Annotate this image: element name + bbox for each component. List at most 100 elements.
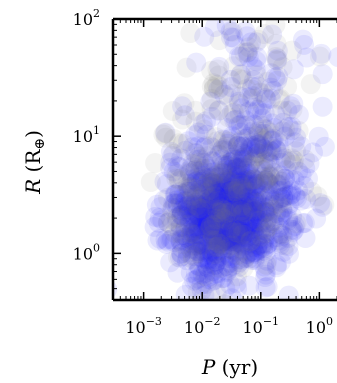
data-point-1176 bbox=[214, 200, 235, 221]
data-point-522 bbox=[198, 217, 219, 238]
data-point-245 bbox=[208, 210, 229, 231]
data-point-1265 bbox=[178, 178, 199, 199]
data-point-157 bbox=[203, 207, 223, 228]
data-point-1371 bbox=[283, 59, 304, 80]
data-point-280 bbox=[174, 227, 195, 248]
data-point-42 bbox=[227, 204, 248, 225]
data-point-139 bbox=[217, 215, 238, 236]
data-point-731 bbox=[267, 180, 288, 201]
data-point-64 bbox=[211, 185, 232, 205]
data-point-766 bbox=[259, 152, 280, 173]
data-point-641 bbox=[148, 212, 169, 233]
data-point-817 bbox=[246, 173, 267, 194]
data-point-389 bbox=[200, 162, 221, 183]
data-point-662 bbox=[244, 226, 265, 247]
data-point-465 bbox=[193, 189, 214, 210]
data-point-291 bbox=[239, 242, 260, 263]
data-point-392 bbox=[192, 219, 213, 240]
data-point-74 bbox=[182, 222, 203, 243]
data-point-340 bbox=[190, 149, 211, 170]
data-point-1402 bbox=[212, 199, 232, 220]
data-point-1210 bbox=[200, 136, 221, 157]
data-point-395 bbox=[233, 235, 254, 256]
data-point-557 bbox=[269, 232, 290, 253]
data-point-1422 bbox=[272, 57, 293, 78]
data-point-621 bbox=[185, 125, 206, 146]
data-point-728 bbox=[273, 187, 294, 208]
data-point-802 bbox=[257, 234, 278, 255]
data-point-371 bbox=[198, 250, 218, 271]
data-point-744 bbox=[254, 180, 275, 201]
data-point-1293 bbox=[237, 187, 258, 208]
data-point-1013 bbox=[256, 250, 277, 271]
data-point-549 bbox=[219, 213, 240, 233]
data-point-1445 bbox=[265, 19, 286, 35]
data-point-973 bbox=[210, 185, 231, 206]
data-point-669 bbox=[202, 137, 222, 158]
data-point-1237 bbox=[205, 127, 226, 148]
data-point-1054 bbox=[267, 174, 288, 195]
data-point-867 bbox=[238, 215, 259, 235]
data-point-226 bbox=[177, 206, 197, 227]
data-point-258 bbox=[205, 202, 226, 223]
data-point-515 bbox=[215, 278, 236, 299]
data-point-661 bbox=[204, 264, 224, 285]
data-point-830 bbox=[195, 155, 216, 176]
data-point-165 bbox=[205, 165, 226, 186]
data-point-1185 bbox=[260, 166, 281, 187]
data-point-320 bbox=[219, 242, 240, 263]
data-point-1447 bbox=[246, 65, 267, 86]
data-point-1226 bbox=[295, 149, 316, 170]
data-point-445 bbox=[204, 193, 225, 214]
data-point-1431 bbox=[201, 99, 222, 119]
data-point-174 bbox=[203, 194, 224, 215]
data-point-1317 bbox=[246, 32, 267, 53]
data-point-456 bbox=[218, 171, 239, 192]
data-point-244 bbox=[198, 269, 219, 290]
data-point-1292 bbox=[255, 87, 276, 108]
data-point-442 bbox=[211, 195, 232, 216]
data-point-962 bbox=[209, 145, 229, 166]
data-point-555 bbox=[203, 180, 224, 201]
data-point-1373 bbox=[308, 126, 329, 147]
data-point-95 bbox=[216, 209, 237, 230]
data-point-743 bbox=[225, 229, 246, 250]
data-point-15 bbox=[171, 205, 192, 225]
data-point-43 bbox=[226, 240, 247, 261]
data-point-578 bbox=[192, 171, 213, 192]
data-point-983 bbox=[230, 198, 251, 219]
data-point-154 bbox=[185, 224, 206, 245]
data-point-534 bbox=[201, 177, 222, 198]
data-point-600 bbox=[225, 224, 246, 245]
data-point-238 bbox=[182, 218, 203, 239]
data-point-289 bbox=[181, 176, 202, 197]
data-point-550 bbox=[214, 188, 235, 209]
data-point-409 bbox=[202, 223, 223, 244]
data-point-1207 bbox=[246, 192, 267, 213]
data-point-1324 bbox=[247, 134, 268, 155]
data-point-567 bbox=[171, 243, 192, 264]
data-point-1195 bbox=[200, 215, 221, 236]
data-point-1138 bbox=[231, 195, 252, 216]
data-point-707 bbox=[197, 175, 218, 196]
data-point-1014 bbox=[201, 106, 222, 127]
data-point-632 bbox=[225, 224, 246, 245]
data-point-116 bbox=[217, 217, 238, 238]
data-point-1188 bbox=[223, 181, 244, 202]
data-point-92 bbox=[227, 202, 248, 223]
data-point-377 bbox=[205, 248, 226, 269]
data-point-1263 bbox=[168, 247, 188, 267]
data-point-1008 bbox=[205, 228, 226, 249]
data-point-778 bbox=[213, 203, 234, 224]
data-point-412 bbox=[213, 226, 234, 247]
data-point-1333 bbox=[328, 47, 337, 68]
data-point-947 bbox=[247, 234, 268, 255]
data-point-417 bbox=[221, 227, 242, 248]
data-point-20 bbox=[222, 182, 243, 203]
data-point-129 bbox=[258, 233, 278, 254]
data-point-625 bbox=[184, 181, 205, 201]
data-point-366 bbox=[212, 149, 232, 170]
data-point-127 bbox=[183, 217, 204, 238]
data-point-866 bbox=[245, 243, 266, 264]
